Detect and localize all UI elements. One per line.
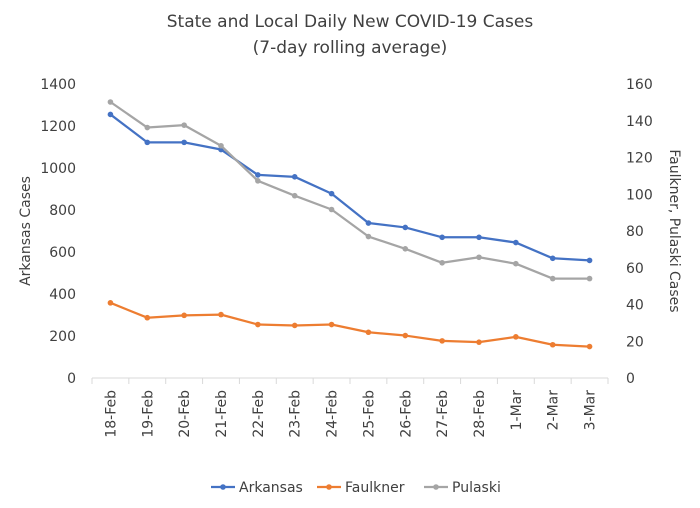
pulaski-data-point [181,122,187,128]
faulkner-data-point [181,312,187,319]
left-axis-tick-label: 400 [49,287,76,303]
pulaski-data-point [586,275,593,282]
legend-label: Arkansas [239,480,303,496]
left-axis-tick-label: 1000 [40,161,76,177]
arkansas-series-line [109,113,590,262]
right-axis-tick-label: 140 [626,114,653,130]
faulkner-data-point [218,311,224,318]
arkansas-data-point [439,234,445,241]
pulaski-data-point [365,233,372,240]
arkansas-data-point [402,224,409,231]
left-axis-tick-label: 800 [49,203,76,219]
legend-label: Faulkner [345,480,405,496]
pulaski-data-point [476,254,482,261]
pulaski-data-point [107,99,114,105]
legend-item-pulaski: Pulaski [424,480,501,496]
right-axis-tick-label: 120 [626,151,653,167]
legend-item-faulkner: Faulkner [317,480,405,496]
arkansas-data-point [365,220,372,226]
faulkner-data-point [144,314,151,321]
arkansas-data-point [181,139,187,146]
faulkner-data-point [365,329,372,336]
x-axis-tick-label: 27-Feb [435,390,451,438]
arkansas-data-point [144,139,151,146]
x-axis-tick-label: 20-Feb [177,390,193,438]
legend: Arkansas Faulkner Pulaski [211,480,501,496]
arkansas-data-point [291,174,298,180]
faulkner-data-point [291,322,298,329]
x-axis-tick-label: 24-Feb [325,390,341,438]
x-axis-tick-label: 28-Feb [472,390,488,438]
pulaski-data-point [402,246,409,252]
faulkner-data-point [586,343,593,350]
faulkner-data-point [328,321,335,328]
legend-swatch-marker [433,484,439,490]
x-axis-tick-label: 25-Feb [361,390,377,438]
x-axis-tick-label: 18-Feb [103,390,119,438]
left-axis-title: Arkansas Cases [18,176,34,286]
faulkner-data-point [549,341,556,348]
left-axis-tick-label: 1200 [40,119,76,135]
pulaski-data-point [218,142,224,149]
legend-swatch-marker [326,484,332,490]
pulaski-data-point [144,124,151,131]
faulkner-data-point [513,334,519,340]
pulaski-data-point [549,275,556,282]
x-axis-tick-label: 22-Feb [251,390,267,438]
legend-swatch-marker [220,484,226,490]
x-axis-tick-label: 1-Mar [509,390,525,431]
pulaski-data-point [328,206,335,213]
x-axis-ticks: 18-Feb 19-Feb 20-Feb 21-Feb 22-Feb 23-Feb 24-F… [91,378,609,438]
right-axis-tick-label: 80 [626,224,644,240]
arkansas-data-point [513,239,519,246]
legend-label: Pulaski [452,480,501,496]
faulkner-data-point [107,300,114,306]
arkansas-data-point [328,190,335,197]
pulaski-data-point [439,259,445,266]
x-axis-tick-label: 26-Feb [398,390,414,438]
left-axis-tick-label: 1400 [40,77,76,93]
left-axis-ticks: 0 200 400 600 800 1000 1200 1400 [40,77,76,387]
right-axis-ticks: 0 20 40 60 80 100 120 140 160 [626,77,653,387]
faulkner-data-point [255,321,261,328]
chart-title-line-2: (7-day rolling average) [253,38,448,58]
arkansas-data-point [255,172,261,178]
left-axis-tick-label: 600 [49,245,76,261]
arkansas-data-point [107,111,114,118]
faulkner-data-point [402,332,409,339]
pulaski-series-line [109,101,590,280]
pulaski-data-point [255,178,261,184]
pulaski-data-point [513,260,519,267]
arkansas-data-point [586,257,593,264]
x-axis-tick-label: 21-Feb [214,390,230,438]
faulkner-data-point [439,338,445,344]
legend-item-arkansas: Arkansas [211,480,303,496]
faulkner-series-line [110,301,590,348]
arkansas-data-point [549,255,556,262]
series-layer [107,99,593,350]
x-axis-tick-label: 23-Feb [288,390,304,438]
faulkner-data-point [476,339,482,345]
chart-title-line-1: State and Local Daily New COVID-19 Cases [167,12,534,32]
right-axis-tick-label: 100 [626,187,653,203]
right-axis-title: Faulkner, Pulaski Cases [666,149,682,312]
right-axis-tick-label: 20 [626,334,644,350]
left-axis-tick-label: 0 [67,371,76,387]
left-axis-tick-label: 200 [49,329,76,345]
arkansas-data-point [476,234,482,241]
right-axis-tick-label: 0 [626,371,635,387]
right-axis-tick-label: 160 [626,77,653,93]
right-axis-tick-label: 40 [626,298,644,314]
x-axis-tick-label: 3-Mar [583,390,599,431]
x-axis-tick-label: 2-Mar [546,390,562,431]
pulaski-data-point [291,192,298,199]
right-axis-tick-label: 60 [626,261,644,277]
x-axis-tick-label: 19-Feb [140,390,156,438]
